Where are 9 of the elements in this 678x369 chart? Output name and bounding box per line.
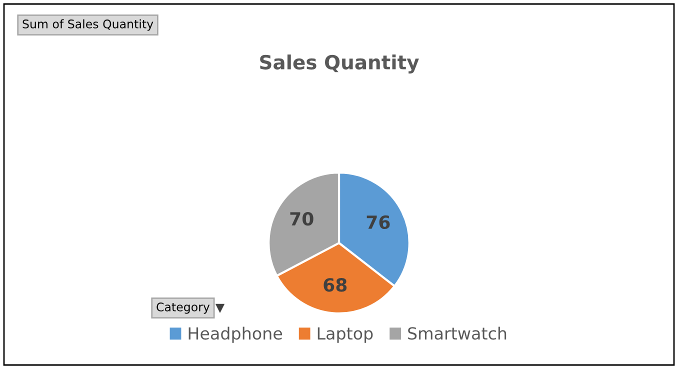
legend-label: Smartwatch — [408, 326, 506, 340]
legend-label: Headphone — [188, 326, 282, 343]
chart-title: Sales Quantity — [260, 54, 419, 74]
legend-label: Laptop — [318, 327, 373, 343]
data-label: 70 — [290, 212, 314, 226]
legend-title: Category — [156, 302, 210, 314]
data-label: 68 — [324, 278, 347, 292]
data-label: 76 — [366, 215, 390, 230]
text: Sum of Sales Quantity — [22, 19, 154, 31]
